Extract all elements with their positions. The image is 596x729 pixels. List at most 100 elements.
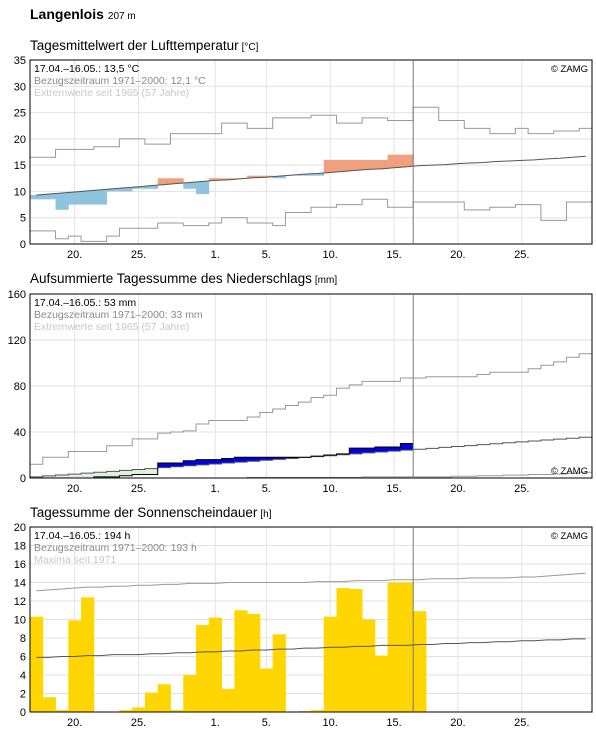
precip-maximum-line (30, 353, 592, 465)
sunshine-bar (55, 710, 69, 712)
temp-anomaly-warm-bar (362, 159, 376, 170)
y-tick-label: 120 (8, 335, 26, 347)
x-tick-label: 5. (262, 717, 271, 729)
precip-deficit-bar (42, 475, 56, 478)
x-tick-label: 25. (514, 249, 529, 261)
legend-extremes: Maxima seit 1971 (34, 554, 116, 566)
temp-anomaly-cold-bar (42, 194, 56, 200)
precip-surplus-bar (234, 457, 248, 463)
sunshine-bar (81, 597, 95, 712)
precip-surplus-bar (400, 443, 414, 451)
plot-border (29, 293, 593, 479)
x-tick-label: 15. (386, 717, 401, 729)
precip-surplus-bar (221, 458, 235, 464)
station-altitude: 207 m (107, 11, 136, 22)
precip-deficit-bar (55, 475, 69, 478)
precip-surplus-bar (170, 463, 184, 467)
sunshine-bar (362, 619, 376, 712)
x-tick-label: 25. (131, 483, 146, 495)
y-tick-label: 20 (14, 134, 26, 146)
panel-title-temperature: Tagesmittelwert der Lufttemperatur [°C] (30, 38, 258, 53)
y-tick-label: 2 (20, 689, 26, 701)
legend-current-period: 17.04.–16.05.: 194 h (34, 530, 130, 542)
precip-deficit-bar (30, 476, 44, 478)
precip-surplus-bar (272, 457, 286, 460)
y-tick-label: 0 (20, 707, 26, 719)
sunshine-chart: 0 2 4 6 8 10 12 14 16 18 20 20. 25. 1. 5. 10. 15. 20. 25. 1… (14, 522, 593, 729)
temp-anomaly-cold-bar (298, 174, 312, 176)
x-tick-label: 15. (386, 249, 401, 261)
temp-anomaly-warm-bar (259, 175, 274, 178)
sunshine-bar (68, 620, 82, 712)
y-tick-label: 0 (20, 239, 26, 251)
precip-deficit-bar (106, 471, 120, 477)
temp-maximum-line (30, 106, 592, 158)
y-tick-label: 15 (14, 160, 26, 172)
plot-border (29, 526, 593, 713)
x-tick-label: 20. (67, 483, 82, 495)
precip-deficit-bar (81, 473, 95, 478)
panel-title-text: Tagessumme der Sonnenscheindauer (30, 505, 258, 520)
precip-surplus-bar (157, 463, 171, 468)
panel-title-precipitation: Aufsummierte Tagessumme des Niederschlag… (30, 271, 337, 286)
y-tick-label: 160 (8, 289, 26, 301)
sunshine-bar (170, 710, 184, 712)
sunshine-bar (157, 684, 171, 712)
temp-anomaly-cold-bar (272, 176, 286, 179)
temp-anomaly-warm-bar (208, 178, 222, 181)
x-tick-label: 20. (450, 483, 465, 495)
precip-deficit-bar (144, 468, 159, 475)
panel-title-text: Tagesmittelwert der Lufttemperatur (30, 38, 239, 53)
legend-current-period: 17.04.–16.05.: 53 mm (34, 297, 136, 309)
y-tick-label: 40 (14, 427, 26, 439)
temp-anomaly-cold-bar (81, 190, 95, 205)
legend-extremes: Extremwerte seit 1965 (57 Jahre) (34, 321, 189, 333)
temp-anomaly-warm-bar (387, 154, 401, 168)
precip-deficit-bar (93, 472, 108, 477)
panel-unit: [mm] (314, 275, 338, 286)
temp-anomaly-cold-bar (183, 182, 197, 189)
precip-surplus-bar (285, 457, 299, 459)
temp-anomaly-cold-bar (55, 193, 69, 210)
x-tick-label: 20. (67, 249, 82, 261)
temp-anomaly-cold-bar (132, 186, 146, 189)
sunshine-bar (272, 634, 286, 712)
y-tick-label: 14 (14, 578, 26, 590)
y-tick-label: 16 (14, 559, 26, 571)
temp-anomaly-cold-bar (93, 189, 108, 205)
sunshine-bar (349, 588, 363, 712)
x-tick-label: 20. (450, 717, 465, 729)
plot-border (29, 59, 593, 245)
temp-anomaly-cold-bar (106, 188, 120, 192)
y-tick-label: 4 (20, 670, 26, 682)
copyright-label: © ZAMG (551, 466, 588, 477)
temp-anomaly-warm-bar (221, 178, 235, 180)
y-tick-label: 0 (20, 473, 26, 485)
y-tick-label: 20 (14, 522, 26, 534)
y-tick-label: 5 (20, 213, 26, 225)
sunshine-bar (183, 675, 197, 712)
x-tick-label: 20. (67, 717, 82, 729)
x-tick-label: 1. (211, 717, 220, 729)
station-header: Langenlois 207 m (30, 6, 136, 22)
sunshine-bar (323, 616, 337, 712)
y-tick-label: 10 (14, 615, 26, 627)
sunshine-bar (208, 617, 222, 712)
precip-surplus-bar (183, 460, 197, 466)
sunshine-bar (336, 588, 350, 712)
sunshine-bar (374, 655, 389, 712)
precip-deficit-bar (119, 470, 133, 476)
legend-reference-period: Bezugszeitraum 1971–2000: 12,1 °C (34, 75, 206, 87)
sunshine-bar (42, 697, 56, 712)
x-tick-label: 25. (514, 483, 529, 495)
temp-anomaly-warm-bar (170, 178, 184, 184)
precip-current-line (30, 443, 414, 479)
precip-surplus-bar (196, 459, 210, 465)
temp-anomaly-cold-bar (119, 187, 133, 192)
x-tick-label: 20. (450, 249, 465, 261)
panel-title-sunshine: Tagessumme der Sonnenscheindauer [h] (30, 505, 272, 520)
sunshine-bar (234, 610, 248, 712)
temp-anomaly-cold-bar (30, 195, 44, 200)
precip-surplus-bar (247, 457, 261, 462)
precip-deficit-bar (132, 469, 146, 475)
